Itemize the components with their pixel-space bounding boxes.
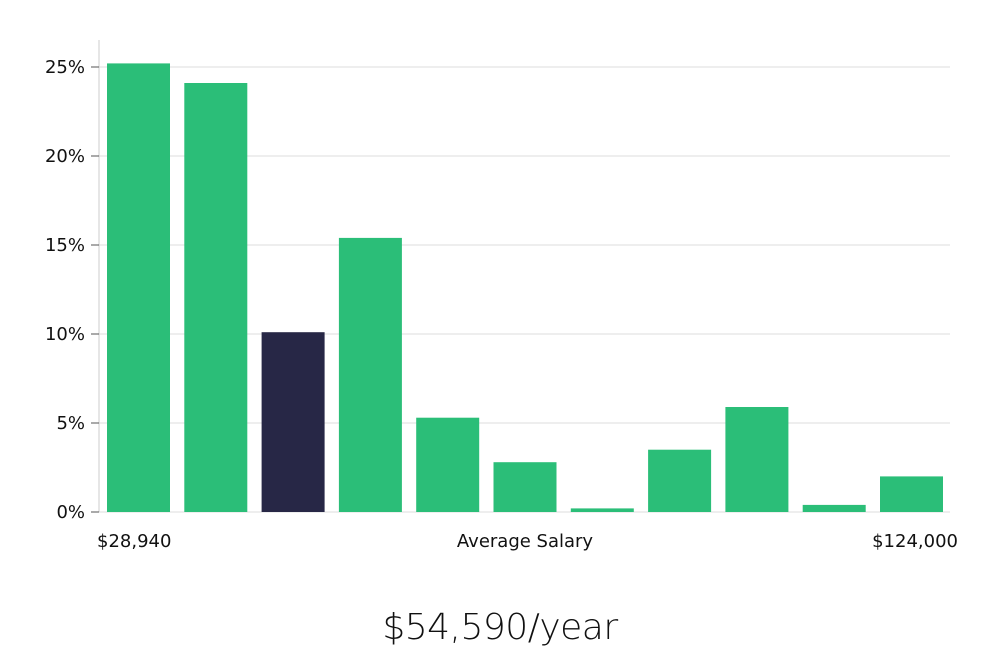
- x-min-label: $28,940: [97, 531, 171, 552]
- x-axis-title: Average Salary: [457, 531, 594, 552]
- bar: [880, 476, 943, 512]
- bar: [107, 63, 170, 513]
- y-tick-label: 15%: [45, 235, 85, 256]
- average-salary-value: $54,590/year: [382, 607, 618, 648]
- bar: [725, 407, 789, 512]
- bar: [802, 504, 866, 512]
- y-tick-label: 5%: [56, 413, 85, 434]
- salary-distribution-chart: 0% 5% 10% 15% 20% 25% $28,940 Average Salary …: [45, 40, 958, 552]
- bar: [570, 508, 634, 512]
- bar: [493, 462, 557, 512]
- x-max-label: $124,000: [872, 531, 958, 552]
- bar-highlighted: [261, 332, 325, 512]
- y-axis: 0% 5% 10% 15% 20% 25%: [45, 40, 100, 523]
- y-tick-label: 10%: [45, 324, 85, 345]
- y-tick-label: 0%: [56, 502, 85, 523]
- y-tick-label: 20%: [45, 146, 85, 167]
- bar: [648, 449, 712, 512]
- bar: [416, 417, 480, 512]
- axis-labels: $28,940 Average Salary $124,000: [97, 531, 958, 552]
- bar: [338, 237, 402, 512]
- y-tick-label: 25%: [45, 57, 85, 78]
- bar: [184, 83, 248, 512]
- bars: [107, 63, 943, 513]
